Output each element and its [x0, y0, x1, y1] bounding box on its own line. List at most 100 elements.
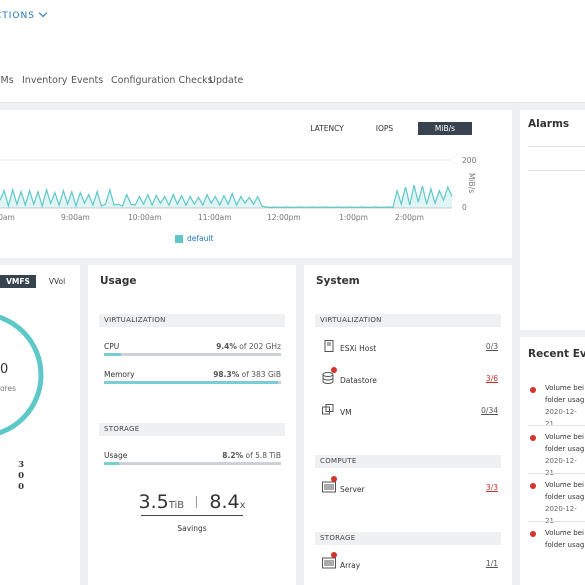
esxi-host-label[interactable]: ESXi Host — [340, 344, 377, 353]
array-icon — [322, 557, 336, 569]
system-compute-header: COMPUTE — [315, 455, 501, 468]
event-item[interactable]: Volume bei folder usag 2020-12-21 — [545, 431, 585, 479]
recent-events-card — [520, 337, 585, 585]
server-ratio[interactable]: 3/3 — [485, 483, 498, 492]
chevron-down-icon — [38, 8, 48, 18]
event-text: folder usag — [545, 541, 585, 549]
legend-label-default[interactable]: default — [187, 234, 214, 243]
storage-usage-value: 8.2% of 5.8 TiB — [180, 451, 281, 460]
event-date: 2020-12-21 — [545, 457, 577, 477]
x-tick-12pm: 12:00pm — [267, 213, 301, 222]
alarms-divider — [528, 170, 585, 171]
memory-of: of 383 GiB — [241, 370, 281, 379]
memory-value: 98.3% of 383 GiB — [180, 370, 281, 379]
tab-update[interactable]: Update — [209, 75, 244, 86]
capacity-center-label: ores — [0, 384, 17, 393]
usage-title: Usage — [100, 275, 137, 287]
cpu-of: of 202 GHz — [239, 342, 281, 351]
count-value: 0 — [18, 482, 24, 492]
event-item[interactable]: Volume bei folder usag 2020-12-21 — [545, 382, 585, 430]
tab-events[interactable]: Events — [71, 75, 104, 86]
esxi-host-ratio[interactable]: 0/3 — [485, 342, 498, 351]
event-text: Volume bei — [545, 433, 584, 441]
x-tick-1pm: 1:00pm — [339, 213, 368, 222]
memory-percent: 98.3% — [213, 370, 240, 379]
system-virtualization-header: VIRTUALIZATION — [315, 314, 501, 327]
performance-chart — [0, 159, 453, 209]
storage-percent: 8.2% — [222, 451, 244, 460]
error-icon — [530, 483, 536, 489]
alarms-card — [520, 110, 585, 330]
alarms-title: Alarms — [528, 118, 570, 130]
event-item[interactable]: Volume bei folder usag 2020-12-21 — [545, 479, 585, 527]
esxi-host-icon — [324, 340, 334, 352]
recent-events-title: Recent Eve — [528, 348, 585, 360]
memory-label: Memory — [104, 370, 135, 379]
capacity-center-value: 0 — [0, 362, 9, 377]
cpu-bar-fill — [104, 353, 121, 356]
y-axis-unit: MiB/s — [467, 173, 476, 194]
tab-inventory[interactable]: Inventory — [22, 75, 68, 86]
tabs-bar — [0, 60, 585, 103]
memory-bar-fill — [104, 381, 278, 384]
vvol-tab[interactable]: VVol — [48, 277, 66, 286]
array-label[interactable]: Array — [340, 561, 361, 570]
vm-label[interactable]: VM — [340, 408, 352, 417]
error-icon — [530, 531, 536, 537]
capacity-donut — [0, 314, 44, 436]
tab-vms[interactable]: VMs — [0, 75, 14, 86]
array-ratio[interactable]: 1/1 — [485, 559, 498, 568]
event-date: 2020-12-21 — [545, 505, 577, 525]
vmfs-tab[interactable]: VMFS — [0, 275, 36, 288]
vm-icon — [322, 404, 334, 415]
usage-virtualization-header: VIRTUALIZATION — [99, 314, 285, 327]
server-icon — [322, 481, 336, 493]
y-tick-0: 0 — [462, 203, 467, 212]
usage-storage-header: STORAGE — [99, 423, 285, 436]
array-alert-icon — [331, 552, 337, 558]
server-label[interactable]: Server — [340, 485, 365, 494]
y-tick-200: 200 — [462, 156, 477, 165]
error-icon — [530, 387, 536, 393]
cpu-label: CPU — [104, 342, 120, 351]
event-divider — [528, 425, 585, 426]
vm-ratio[interactable]: 0/34 — [481, 406, 498, 415]
savings-divider — [196, 496, 198, 508]
server-alert-icon — [331, 476, 337, 482]
event-text: Volume bei — [545, 384, 584, 392]
x-tick-2pm: 2:00pm — [395, 213, 424, 222]
x-tick-8am: 8:00am — [0, 213, 15, 222]
storage-bar-fill — [104, 462, 119, 465]
iops-button[interactable]: IOPS — [375, 124, 394, 133]
x-tick-9am: 9:00am — [61, 213, 90, 222]
savings-unit-2: x — [239, 500, 246, 511]
datastore-icon — [322, 372, 334, 384]
savings-unit-1: TiB — [168, 500, 185, 511]
savings-label: Savings — [177, 524, 207, 533]
cpu-value: 9.4% of 202 GHz — [180, 342, 281, 351]
actions-dropdown[interactable]: ACTIONS — [0, 8, 48, 21]
storage-usage-label: Usage — [104, 451, 128, 460]
savings-underline — [141, 515, 243, 516]
memory-bar — [104, 381, 281, 384]
mibs-button[interactable]: MiB/s — [418, 122, 472, 135]
system-storage-header: STORAGE — [315, 532, 501, 545]
cpu-bar — [104, 353, 281, 356]
legend-swatch-default — [175, 235, 183, 243]
system-title: System — [316, 275, 360, 287]
datastore-label[interactable]: Datastore — [340, 376, 377, 385]
event-text: folder usag — [545, 396, 585, 404]
datastore-ratio[interactable]: 3/6 — [485, 374, 498, 383]
top-bar — [0, 0, 585, 60]
tab-configuration-checks[interactable]: Configuration Checks — [111, 75, 213, 86]
event-text: folder usag — [545, 445, 585, 453]
event-divider — [528, 473, 585, 474]
event-text: Volume bei — [545, 481, 584, 489]
latency-button[interactable]: LATENCY — [310, 124, 344, 133]
error-icon — [530, 435, 536, 441]
event-text: Volume bei — [545, 529, 584, 537]
event-item[interactable]: Volume bei folder usag — [545, 527, 584, 551]
storage-usage-bar — [104, 462, 281, 465]
cpu-percent: 9.4% — [216, 342, 237, 351]
storage-of: of 5.8 TiB — [245, 451, 281, 460]
